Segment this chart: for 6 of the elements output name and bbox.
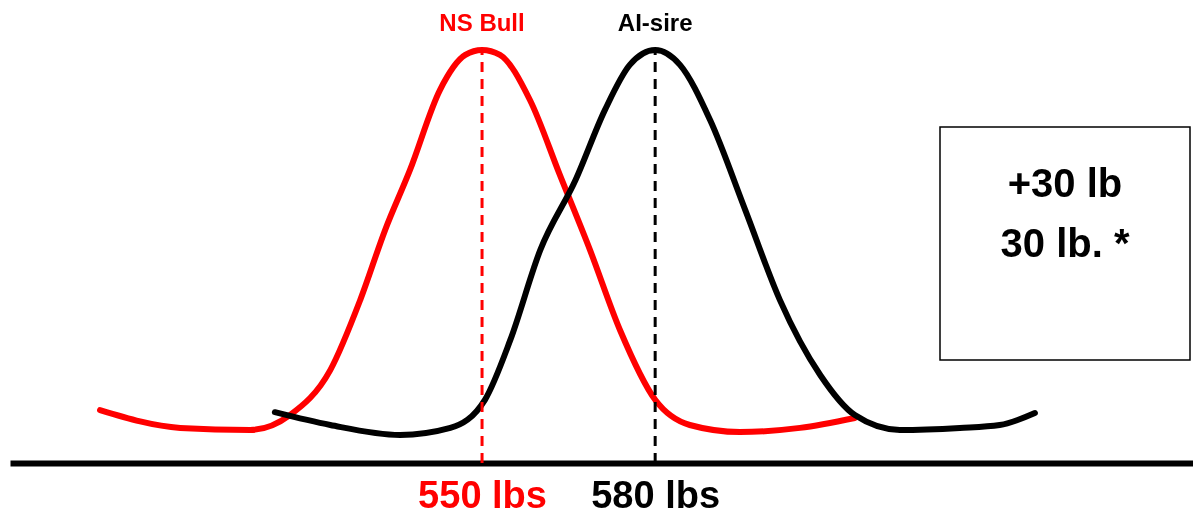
x-tick-label: 580 lbs: [591, 473, 721, 516]
x-tick-label: 550 lbs: [418, 473, 547, 516]
ref-line-label: AI-sire: [617, 9, 693, 36]
annotation: 30 lb. *: [1000, 221, 1130, 265]
annotation: +30 lb: [1007, 161, 1123, 205]
ref-line-label: NS Bull: [439, 9, 525, 36]
